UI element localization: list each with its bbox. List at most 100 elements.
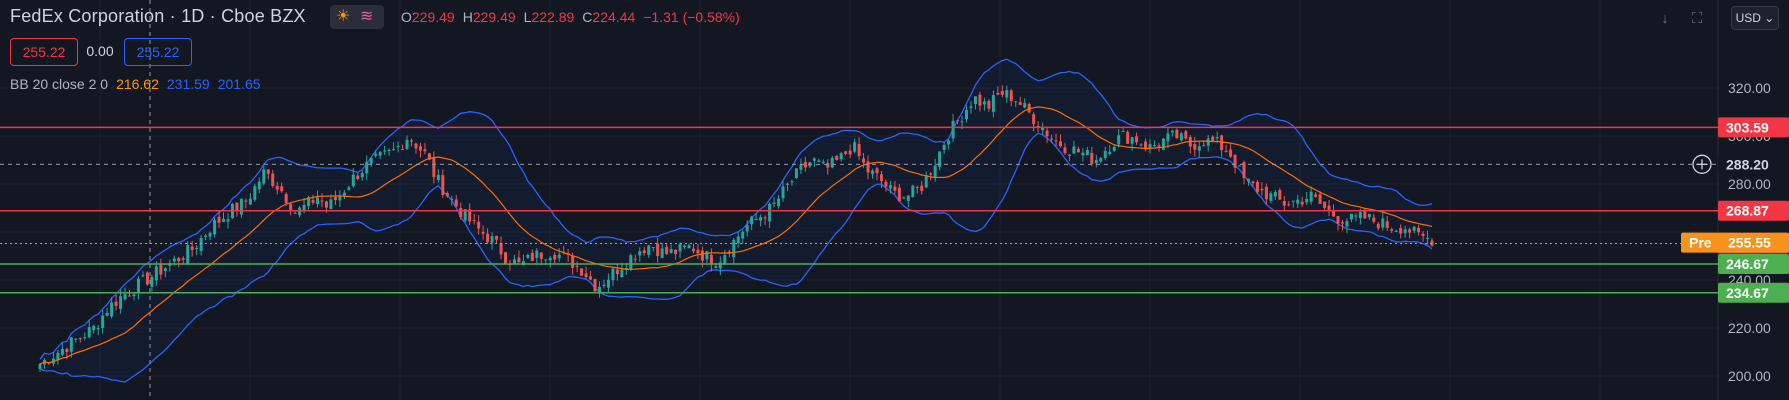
candle-body: [696, 249, 700, 254]
candle-body: [951, 120, 955, 139]
bb-label: BB 20 close 2 0: [10, 76, 109, 92]
candle-body: [1121, 131, 1125, 133]
currency-label: USD: [1735, 11, 1761, 25]
candle-body: [481, 231, 485, 234]
candle-body: [392, 148, 396, 151]
candle-body: [1108, 151, 1112, 154]
candle-body: [463, 209, 467, 221]
download-glyph: ↓: [1661, 10, 1669, 27]
candle-body: [499, 243, 503, 255]
candle-body: [280, 186, 284, 192]
candle-body: [557, 254, 561, 259]
candle-body: [105, 312, 109, 316]
spread-text: 0.00: [86, 43, 114, 59]
sell-price-box[interactable]: 255.22: [10, 38, 78, 66]
candle-body: [718, 262, 722, 269]
candle-body: [199, 237, 203, 252]
candle-body: [812, 158, 816, 161]
bb-lower-value: 201.65: [217, 76, 261, 92]
candle-body: [1260, 188, 1264, 191]
candle-body: [956, 120, 960, 122]
candle-body: [1094, 160, 1098, 164]
candle-body: [1381, 218, 1385, 228]
candle-body: [1309, 191, 1313, 202]
candle-body: [1340, 222, 1344, 224]
add-alert-icon[interactable]: [1692, 154, 1712, 174]
candle-body: [933, 165, 937, 177]
candle-body: [709, 254, 713, 265]
candle-body: [1314, 194, 1318, 197]
candle-body: [575, 265, 579, 267]
currency-dropdown[interactable]: USD ⌄: [1731, 6, 1779, 30]
bid-price: 255.22: [22, 44, 66, 60]
candle-body: [60, 348, 64, 355]
candle-body: [750, 216, 754, 225]
candle-body: [1023, 102, 1027, 108]
candle-body: [78, 338, 82, 340]
candle-body: [929, 173, 933, 175]
candle-body: [1005, 90, 1009, 98]
bb-band-fill: [40, 59, 1432, 382]
candle-body: [969, 106, 973, 109]
candle-body: [526, 254, 530, 258]
candle-body: [145, 272, 149, 285]
candle-body: [656, 243, 660, 257]
candle-body: [1081, 152, 1085, 156]
candle-body: [1175, 129, 1179, 139]
candle-body: [906, 195, 910, 201]
download-icon[interactable]: ↓: [1652, 6, 1678, 32]
candle-body: [1224, 150, 1228, 153]
candle-body: [938, 151, 942, 167]
candle-body: [208, 232, 212, 237]
candle-body: [1385, 221, 1389, 228]
candle-body: [1054, 140, 1058, 142]
bb-indicator-legend[interactable]: BB 20 close 2 0 216.62 231.59 201.65: [10, 76, 261, 92]
candle-body: [1238, 165, 1242, 167]
symbol-title[interactable]: FedEx Corporation · 1D · Cboe BZX: [10, 6, 306, 26]
candle-body: [902, 197, 906, 199]
chevron-down-icon: ⌄: [1760, 11, 1775, 25]
candle-body: [893, 186, 897, 191]
candle-body: [69, 337, 73, 352]
fullscreen-icon[interactable]: ⛶: [1684, 6, 1710, 32]
candle-body: [132, 294, 136, 297]
candle-body: [405, 139, 409, 149]
candle-body: [96, 327, 100, 330]
ohlc-item: L222.89: [524, 9, 575, 25]
sun-icon: ☀: [336, 8, 351, 25]
candle-body: [1363, 209, 1367, 219]
candle-body: [862, 158, 866, 163]
candle-body: [772, 202, 776, 204]
candle-body: [347, 187, 351, 190]
candle-body: [172, 258, 176, 262]
ask-price: 255.22: [136, 44, 180, 60]
candle-body: [1090, 152, 1094, 164]
candle-body: [1220, 135, 1224, 151]
candle-body: [700, 250, 704, 261]
candle-body: [495, 235, 499, 240]
candle-body: [432, 157, 436, 178]
candle-body: [1399, 228, 1403, 234]
candle-body: [418, 146, 422, 151]
bb-lower-line: [39, 132, 1433, 383]
candle-body: [1170, 130, 1174, 133]
candle-body: [1179, 133, 1183, 141]
buy-price-box[interactable]: 255.22: [124, 38, 192, 66]
candle-body: [1287, 204, 1291, 206]
candle-body: [1246, 178, 1250, 182]
candle-body: [790, 181, 794, 183]
crosshair-price-tag: 288.20: [1726, 156, 1769, 172]
candle-body: [571, 255, 575, 268]
session-toggle[interactable]: ☀ ≋: [330, 5, 384, 29]
candle-body: [1193, 143, 1197, 150]
candle-body: [960, 121, 964, 123]
candle-body: [1157, 145, 1161, 147]
candle-body: [114, 301, 118, 306]
candle-body: [1278, 189, 1282, 200]
ohlc-item: −1.31 (−0.58%): [643, 9, 740, 25]
candle-body: [275, 185, 279, 190]
candle-body: [1305, 199, 1309, 203]
price-line-tag-bg: [1718, 117, 1789, 138]
